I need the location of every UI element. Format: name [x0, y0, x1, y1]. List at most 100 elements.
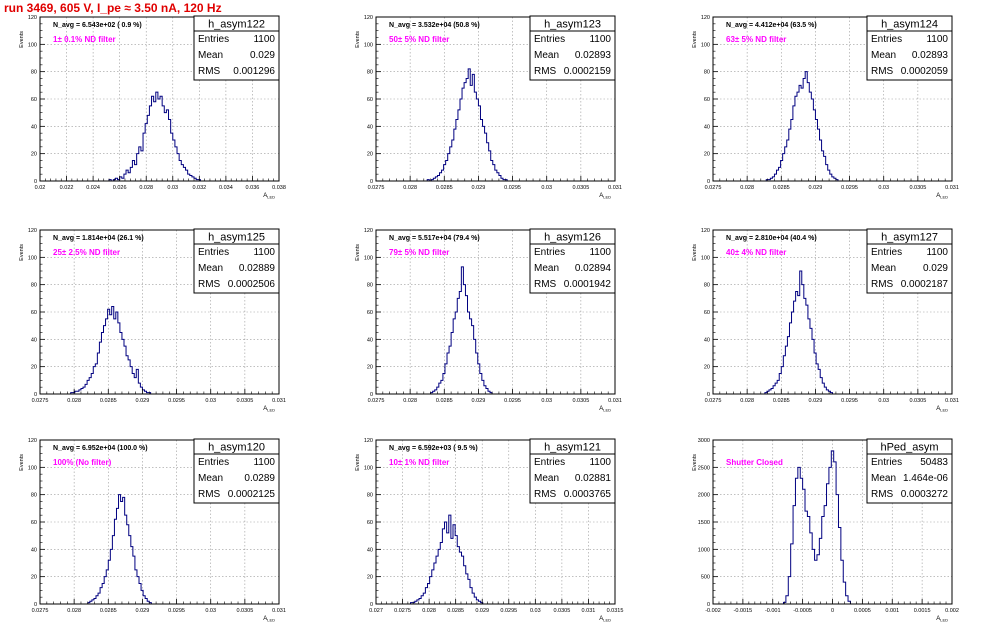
stats-label: Mean: [871, 50, 896, 61]
x-tick-label: 0.0285: [447, 608, 464, 614]
x-axis-subscript: LED: [940, 195, 948, 200]
x-tick-label: 0.028: [67, 398, 81, 404]
y-tick-label: 0: [370, 179, 373, 185]
y-tick-label: 120: [701, 15, 710, 21]
y-tick-label: 100: [28, 42, 37, 48]
y-tick-label: 20: [367, 365, 373, 371]
y-tick-label: 100: [701, 42, 710, 48]
stats-value: 0.0002125: [228, 489, 276, 500]
x-axis-subscript: LED: [267, 408, 275, 413]
histogram-line: [410, 514, 484, 604]
x-tick-label: 0.022: [60, 185, 74, 191]
x-tick-label: 0.0295: [500, 608, 517, 614]
y-tick-label: 0: [370, 392, 373, 398]
histogram-line: [765, 71, 839, 181]
x-tick-label: 0.03: [541, 185, 552, 191]
y-axis-title: Events: [19, 454, 25, 471]
x-tick-label: 0.029: [475, 608, 489, 614]
x-tick-label: 0.029: [136, 608, 150, 614]
x-tick-label: 0.0275: [705, 398, 722, 404]
y-tick-label: 80: [31, 70, 37, 76]
stats-label: Mean: [534, 50, 559, 61]
x-tick-label: 0.0295: [504, 398, 521, 404]
y-tick-label: 40: [367, 337, 373, 343]
filter-label: 40± 4% ND filter: [726, 248, 786, 257]
x-tick-label: 0.0305: [572, 185, 589, 191]
y-tick-label: 0: [707, 602, 710, 608]
navg-label: N_avg = 4.412e+04 (63.5 %): [726, 22, 817, 29]
histogram-line: [87, 494, 152, 604]
x-tick-label: 0.031: [945, 185, 959, 191]
y-tick-label: 0: [34, 179, 37, 185]
y-tick-label: 80: [367, 493, 373, 499]
x-axis-subscript: LED: [267, 195, 275, 200]
y-tick-label: 60: [704, 97, 710, 103]
histogram-line: [426, 68, 508, 182]
x-tick-label: 0.002: [945, 608, 959, 614]
stats-value: 1100: [589, 457, 611, 468]
x-axis-title: ALED: [599, 193, 611, 200]
y-tick-label: 0: [370, 602, 373, 608]
stats-label: Mean: [198, 50, 223, 61]
y-axis-title: Events: [692, 454, 698, 471]
stats-value: 1100: [253, 457, 275, 468]
x-tick-label: -0.002: [705, 608, 721, 614]
filter-label: 100% (No filter): [53, 458, 112, 467]
y-tick-label: 80: [704, 70, 710, 76]
y-tick-label: 120: [364, 228, 373, 234]
y-tick-label: 60: [31, 97, 37, 103]
filter-label: 10± 1% ND filter: [389, 458, 449, 467]
y-tick-label: 120: [28, 15, 37, 21]
x-tick-label: 0.031: [272, 608, 286, 614]
x-tick-label: 0.028: [403, 398, 417, 404]
x-tick-label: 0.0275: [32, 398, 49, 404]
stats-value: 1100: [253, 34, 275, 45]
y-tick-label: 20: [704, 152, 710, 158]
stats-box: [529, 228, 616, 294]
stats-value: 1.464e-06: [903, 473, 948, 484]
navg-label: N_avg = 6.952e+04 (100.0 %): [53, 445, 148, 452]
histogram-line: [70, 306, 152, 394]
navg-label: N_avg = 3.532e+04 (50.8 %): [389, 22, 480, 29]
stats-value: 0.0001942: [564, 279, 612, 290]
filter-label: 79± 5% ND filter: [389, 248, 449, 257]
stats-value: 0.0003765: [564, 489, 612, 500]
stats-label: RMS: [534, 66, 557, 77]
x-tick-label: 0.0285: [436, 398, 453, 404]
x-axis-title: ALED: [936, 406, 948, 413]
y-axis-title: Events: [692, 244, 698, 261]
x-tick-label: 0.028: [422, 608, 436, 614]
x-axis-subscript: LED: [603, 195, 611, 200]
y-tick-label: 40: [367, 124, 373, 130]
x-axis-subscript: LED: [267, 618, 275, 622]
y-axis-title: Events: [355, 454, 361, 471]
x-tick-label: 0.0275: [32, 608, 49, 614]
x-tick-label: 0.02: [35, 185, 46, 191]
x-tick-label: 0.0275: [368, 185, 385, 191]
x-tick-label: 0.031: [608, 398, 622, 404]
y-tick-label: 80: [367, 70, 373, 76]
y-tick-label: 20: [704, 365, 710, 371]
stats-label: RMS: [198, 279, 221, 290]
stats-value: 0.0002506: [228, 279, 276, 290]
x-tick-label: 0.0305: [236, 608, 253, 614]
x-tick-label: 0.031: [945, 398, 959, 404]
x-tick-label: -0.0005: [793, 608, 812, 614]
stats-label: Mean: [198, 473, 223, 484]
y-tick-label: 60: [367, 97, 373, 103]
stats-label: Mean: [534, 473, 559, 484]
x-tick-label: 0.0285: [100, 398, 117, 404]
x-tick-label: 0.0015: [914, 608, 931, 614]
y-tick-label: 120: [28, 438, 37, 444]
stats-value: 0.02893: [575, 50, 612, 61]
y-tick-label: 100: [701, 255, 710, 261]
x-tick-label: 0.026: [113, 185, 127, 191]
x-tick-label: 0.029: [809, 398, 823, 404]
x-tick-label: 0.03: [205, 608, 216, 614]
x-tick-label: 0.028: [139, 185, 153, 191]
y-tick-label: 80: [704, 283, 710, 289]
x-tick-label: 0.0305: [909, 398, 926, 404]
y-tick-label: 500: [701, 575, 710, 581]
x-tick-label: 0.0305: [572, 398, 589, 404]
y-axis-title: Events: [19, 244, 25, 261]
